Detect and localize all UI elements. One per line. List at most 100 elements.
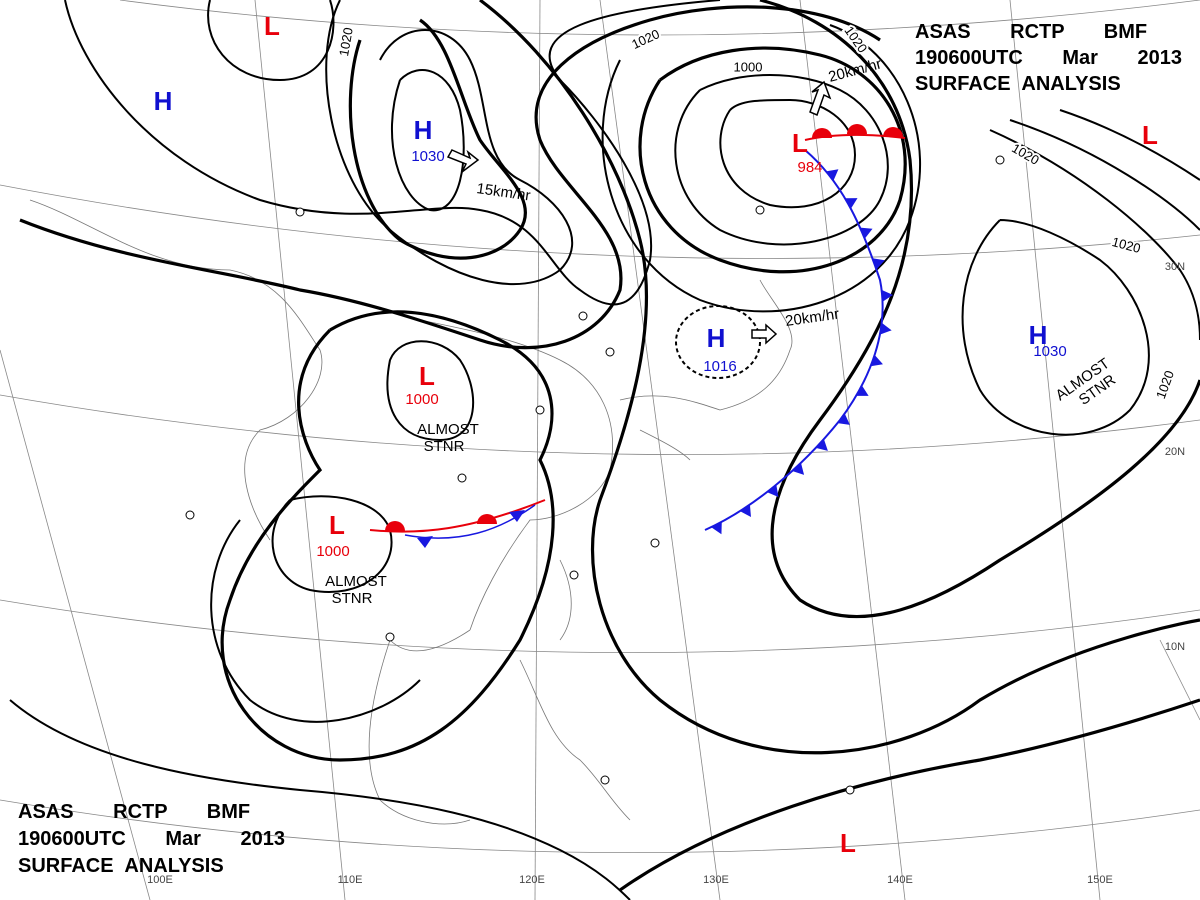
pressure-center: L [264, 11, 280, 41]
pressure-value: 1000 [405, 391, 438, 408]
pressure-center: L [419, 361, 435, 391]
high-area [675, 305, 761, 379]
front-triangle [879, 322, 892, 335]
pressure-value: 1030 [1033, 343, 1066, 360]
coastline [368, 629, 471, 825]
isobar [348, 18, 527, 260]
front-semicircle [477, 514, 497, 524]
pressure-center: L [329, 510, 345, 540]
graticule [0, 799, 1200, 854]
station [385, 632, 395, 642]
isobar [479, 0, 1200, 755]
longitude-label: 120E [519, 874, 545, 886]
isobar [674, 74, 889, 246]
isobar [1059, 109, 1200, 181]
station [845, 785, 855, 795]
pressure-value: 1030 [411, 148, 444, 165]
station [578, 311, 588, 321]
isobar [19, 5, 881, 350]
isobar [619, 698, 1200, 892]
center-note: STNR [424, 438, 465, 455]
station [995, 155, 1005, 165]
front-triangle [856, 385, 869, 396]
longitude-label: 150E [1087, 874, 1113, 886]
header-line: ASAS RCTP BMF [18, 801, 250, 823]
pressure-center: H [707, 323, 726, 353]
graticule [119, 0, 1200, 36]
isobar [601, 24, 922, 313]
coastline [559, 559, 572, 641]
front-triangle [837, 413, 850, 425]
isobar [220, 310, 555, 762]
front-triangle [417, 536, 433, 548]
isobar [961, 219, 1150, 436]
front-triangle [870, 354, 883, 367]
station [185, 510, 195, 520]
isobar-label: 1000 [734, 59, 763, 74]
pressure-center: H [414, 115, 433, 145]
graticule [1159, 639, 1200, 721]
front-triangle [792, 462, 805, 475]
latitude-label: 20N [1165, 446, 1185, 458]
warm-front [369, 499, 546, 533]
front-triangle [711, 521, 722, 535]
graticule [1009, 0, 1101, 900]
front-triangle [739, 504, 751, 518]
center-note: STNR [332, 590, 373, 607]
front-triangle [844, 198, 858, 209]
isobar [1009, 119, 1200, 231]
graticule [799, 0, 906, 900]
center-note: ALMOST [417, 421, 479, 438]
motion-arrow [446, 149, 480, 173]
graticule [0, 394, 1200, 455]
front-triangle [860, 227, 873, 239]
pressure-value: 1000 [316, 543, 349, 560]
front-semicircle [847, 124, 867, 134]
motion-arrow [809, 80, 832, 117]
header-line: SURFACE ANALYSIS [915, 73, 1121, 95]
front-triangle [766, 484, 779, 498]
header-line: 190600UTC Mar 2013 [18, 828, 285, 850]
latitude-label: 10N [1165, 641, 1185, 653]
isobar [759, 0, 1200, 619]
isobar [391, 69, 465, 212]
graticule [599, 0, 721, 900]
graticule [0, 599, 1200, 654]
isobar [719, 98, 857, 209]
pressure-value: 984 [797, 159, 822, 176]
center-note: ALMOST [325, 573, 387, 590]
isobar [989, 129, 1200, 341]
coastline [639, 429, 691, 461]
isobar-label: 1020 [336, 26, 356, 57]
isobar [207, 0, 335, 82]
pressure-center: L [1142, 120, 1158, 150]
isobar [271, 495, 393, 593]
header-line: ASAS RCTP BMF [915, 21, 1147, 43]
coastline [519, 659, 631, 821]
station [605, 347, 615, 357]
graticule [534, 0, 541, 900]
front-semicircle [883, 127, 903, 137]
front-triangle [872, 258, 885, 270]
station [650, 538, 660, 548]
graticule [0, 184, 1200, 259]
longitude-label: 140E [887, 874, 913, 886]
longitude-label: 110E [338, 874, 363, 886]
station [535, 405, 545, 415]
isobar [638, 46, 907, 274]
station [755, 205, 765, 215]
station [600, 775, 610, 785]
graticule [0, 349, 151, 900]
station [295, 207, 305, 217]
isobar [386, 340, 475, 442]
front-semicircle [812, 128, 832, 138]
map-texts: ASAS RCTP BMF 190600UTC Mar 2013 SURFACE… [18, 11, 1185, 886]
isobar [9, 699, 631, 900]
coastline [619, 279, 793, 411]
latitude-label: 30N [1165, 261, 1185, 273]
motion-arrow [751, 323, 778, 345]
